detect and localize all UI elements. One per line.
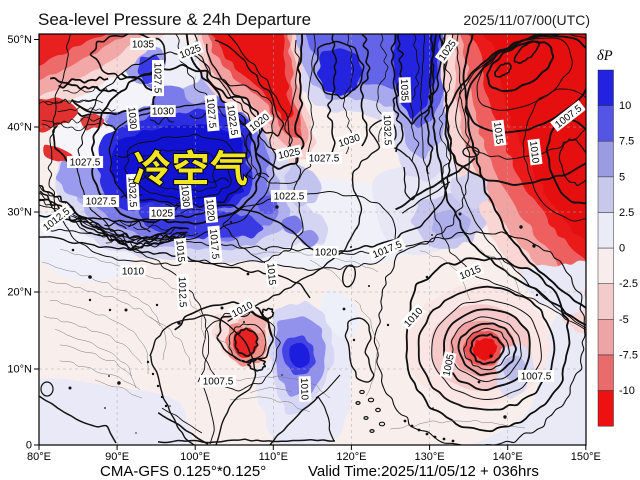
svg-text:1007.5: 1007.5 [203, 377, 234, 388]
svg-text:-5: -5 [619, 314, 629, 326]
svg-text:1022.5: 1022.5 [224, 104, 239, 136]
svg-text:1020: 1020 [315, 248, 338, 259]
svg-text:7.5: 7.5 [619, 136, 634, 148]
svg-text:1030: 1030 [178, 185, 191, 209]
svg-text:10: 10 [619, 100, 631, 112]
svg-text:1022.5: 1022.5 [274, 192, 305, 203]
svg-text:-10: -10 [619, 385, 635, 397]
svg-text:120°E: 120°E [336, 451, 366, 463]
svg-text:1005: 1005 [441, 353, 456, 377]
svg-text:2.5: 2.5 [619, 207, 634, 219]
svg-text:1032.5: 1032.5 [381, 115, 393, 146]
svg-text:30°N: 30°N [7, 207, 32, 219]
svg-text:δP: δP [597, 48, 613, 64]
svg-text:130°E: 130°E [415, 451, 445, 463]
svg-text:5: 5 [619, 171, 625, 183]
svg-text:1007.5: 1007.5 [521, 372, 552, 383]
svg-text:150°E: 150°E [571, 451, 601, 463]
svg-text:Sea-level Pressure & 24h Depar: Sea-level Pressure & 24h Departure [38, 10, 311, 29]
svg-text:1027.5: 1027.5 [86, 197, 117, 208]
svg-text:CMA-GFS 0.125°*0.125°: CMA-GFS 0.125°*0.125° [100, 463, 266, 480]
svg-text:1020: 1020 [203, 199, 216, 223]
svg-text:1012.5: 1012.5 [176, 277, 188, 308]
svg-text:100°E: 100°E [180, 451, 210, 463]
svg-text:50°N: 50°N [7, 34, 32, 46]
svg-text:1027.5: 1027.5 [309, 154, 340, 165]
svg-text:1035: 1035 [132, 40, 155, 51]
svg-text:20°N: 20°N [7, 287, 32, 299]
svg-text:1015: 1015 [173, 240, 186, 264]
svg-text:0: 0 [26, 440, 32, 452]
svg-text:80°E: 80°E [27, 451, 51, 463]
svg-text:140°E: 140°E [493, 451, 523, 463]
svg-text:1017.5: 1017.5 [207, 228, 221, 260]
svg-text:1010: 1010 [298, 378, 310, 401]
svg-text:-7.5: -7.5 [619, 350, 638, 362]
svg-text:110°E: 110°E [259, 451, 288, 463]
svg-text:Valid Time:2025/11/05/12 + 036: Valid Time:2025/11/05/12 + 036hrs [308, 463, 539, 480]
svg-text:2025/11/07/00(UTC): 2025/11/07/00(UTC) [463, 12, 590, 28]
svg-text:1027.5: 1027.5 [151, 63, 162, 94]
svg-text:1035: 1035 [398, 79, 410, 102]
svg-text:1010: 1010 [122, 267, 145, 278]
svg-text:1027.5: 1027.5 [70, 158, 101, 169]
svg-text:40°N: 40°N [7, 122, 32, 134]
svg-text:1015: 1015 [491, 121, 505, 145]
svg-text:90°E: 90°E [105, 451, 129, 463]
svg-text:1010: 1010 [527, 140, 541, 164]
svg-text:1025: 1025 [277, 146, 301, 161]
svg-text:1025: 1025 [151, 209, 174, 220]
svg-text:1032.5: 1032.5 [126, 176, 139, 208]
svg-text:1030: 1030 [152, 107, 175, 118]
svg-text:0: 0 [619, 243, 625, 255]
svg-text:-2.5: -2.5 [619, 278, 638, 290]
svg-text:1030: 1030 [125, 107, 138, 131]
svg-text:1027.5: 1027.5 [204, 97, 218, 129]
svg-text:1015: 1015 [264, 263, 277, 287]
svg-text:10°N: 10°N [7, 364, 32, 376]
